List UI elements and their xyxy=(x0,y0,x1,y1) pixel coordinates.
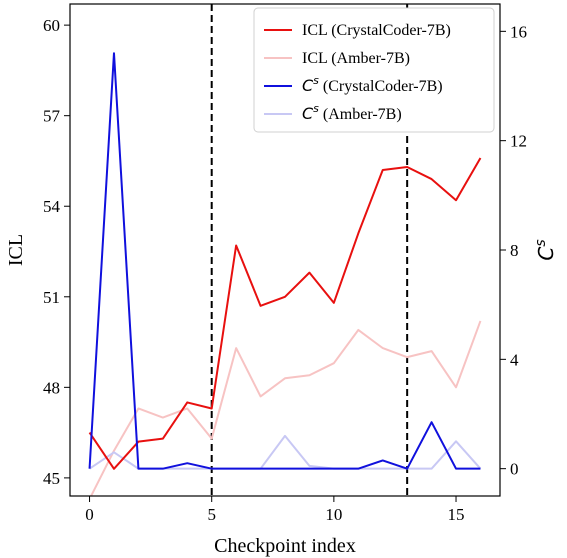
mask-bottom xyxy=(0,496,567,558)
series-line-2 xyxy=(88,320,482,500)
x-tick-label-15: 15 xyxy=(448,505,465,524)
legend-label-1: ICL (CrystalCoder-7B) xyxy=(302,22,451,39)
right-y-tick-label-8: 8 xyxy=(510,241,519,260)
x-tick-label-5: 5 xyxy=(207,505,216,524)
legend-label-4: Cs (Amber-7B) xyxy=(302,102,402,123)
right-y-axis-label: Cs xyxy=(533,239,558,260)
x-tick-label-0: 0 xyxy=(85,505,94,524)
plot-area xyxy=(0,4,567,558)
left-y-tick-label-51: 51 xyxy=(43,288,60,307)
right-y-tick-label-16: 16 xyxy=(510,22,527,41)
legend-box xyxy=(253,7,495,133)
x-axis-label: Checkpoint index xyxy=(214,535,356,557)
series-line-1 xyxy=(88,157,482,470)
legend: ICL (CrystalCoder-7B) ICL (Amber-7B) Cs (C… xyxy=(253,7,495,133)
left-y-tick-label-54: 54 xyxy=(43,197,61,216)
left-y-axis-label: ICL xyxy=(5,234,27,266)
left-y-tick-label-60: 60 xyxy=(43,16,60,35)
right-y-tick-label-4: 4 xyxy=(510,350,519,369)
left-y-tick-label-45: 45 xyxy=(43,469,60,488)
left-y-tick-label-57: 57 xyxy=(43,107,61,126)
x-tick-label-10: 10 xyxy=(325,505,342,524)
right-y-tick-label-0: 0 xyxy=(510,460,519,479)
left-y-tick-label-48: 48 xyxy=(43,378,60,397)
right-y-tick-label-12: 12 xyxy=(510,132,527,151)
right-y-axis-label-text: Cs xyxy=(533,239,558,260)
series-line-3 xyxy=(88,52,481,470)
legend-label-3: Cs (CrystalCoder-7B) xyxy=(302,74,443,95)
legend-label-2: ICL (Amber-7B) xyxy=(302,50,410,67)
